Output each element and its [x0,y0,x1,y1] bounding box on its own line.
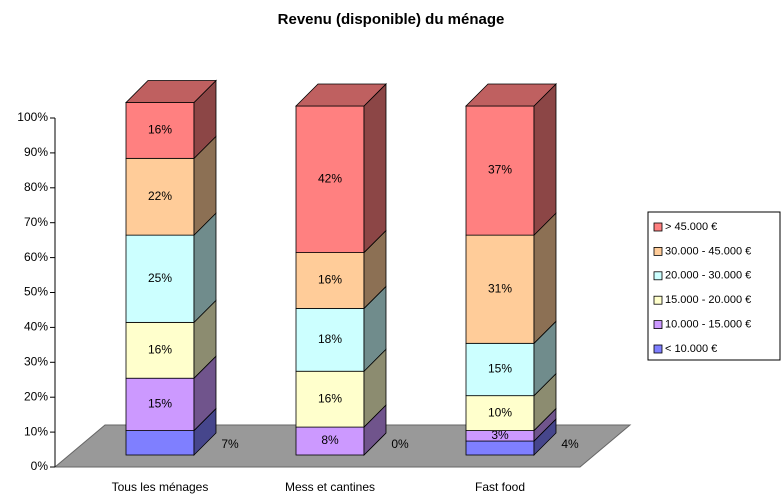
y-tick-label: 80% [24,180,48,194]
y-tick-label: 100% [17,110,48,124]
data-label: 8% [321,433,339,447]
legend-swatch [653,320,663,330]
bar-segment [125,430,195,456]
data-label: 3% [491,428,509,442]
bar-side [363,83,387,254]
data-label: 16% [148,123,172,137]
y-tick-label: 20% [24,389,48,403]
legend [647,211,781,361]
chart-title: Revenu (disponible) du ménage [278,11,505,28]
bar-top [125,80,217,103]
data-label: 7% [221,437,239,451]
bar-segment [465,440,535,456]
legend-label: 10.000 - 15.000 € [665,319,751,331]
data-label: 37% [488,163,512,177]
y-tick-label: 90% [24,145,48,159]
bar-segment [295,252,365,309]
bar-side [533,83,557,237]
bar-top [295,83,387,107]
legend-swatch [653,344,663,354]
legend-label: 20.000 - 30.000 € [665,270,751,282]
bar-top [465,83,557,107]
bar-segment [295,426,365,456]
y-tick-label: 30% [24,354,48,368]
x-tick-label: Mess et cantines [285,480,375,494]
bar-segment [125,321,195,379]
data-label: 15% [148,397,172,411]
data-label: 15% [488,362,512,376]
data-label: 31% [488,281,512,295]
data-label: 16% [148,342,172,356]
bar-segment [125,102,195,159]
data-label: 4% [561,437,579,451]
data-label: 0% [391,437,409,451]
bar-side [533,212,557,345]
data-label: 25% [148,271,172,285]
y-tick-label: 60% [24,250,48,264]
bar-segment [125,234,195,323]
legend-label: > 45.000 € [665,221,717,233]
y-tick-label: 70% [24,215,48,229]
y-tick-label: 10% [24,424,48,438]
y-tick-label: 0% [31,459,49,473]
legend-label: < 10.000 € [665,343,717,355]
x-tick-label: Tous les ménages [112,480,209,494]
legend-label: 15.000 - 20.000 € [665,294,751,306]
legend-label: 30.000 - 45.000 € [665,245,751,257]
bar-segment [125,157,195,236]
data-label: 22% [148,189,172,203]
legend-swatch [653,222,663,232]
x-tick-label: Fast food [475,480,525,494]
bar-segment [465,342,535,397]
data-label: 18% [318,332,342,346]
legend-swatch [653,295,663,305]
data-label: 16% [318,391,342,405]
data-label: 42% [318,171,342,185]
bar-segment [295,370,365,428]
data-label: 10% [488,405,512,419]
legend-swatch [653,246,663,256]
bar-segment [295,308,365,372]
y-tick-label: 50% [24,285,48,299]
legend-swatch [653,271,663,281]
bar-segment [465,234,535,344]
bar-segment [295,105,365,253]
bar-segment [465,105,535,236]
data-label: 16% [318,273,342,287]
y-tick-label: 40% [24,320,48,334]
